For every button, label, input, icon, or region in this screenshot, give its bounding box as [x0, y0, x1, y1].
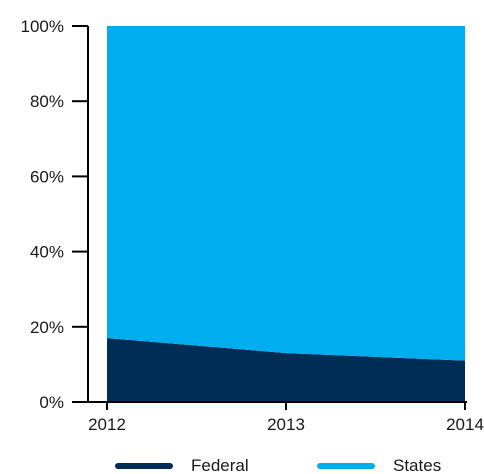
y-tick-label: 60%	[30, 167, 64, 186]
legend-label-states: States	[393, 456, 441, 474]
y-axis-ticks: 0% 20% 40% 60% 80% 100%	[21, 17, 88, 412]
area-federal	[107, 338, 465, 402]
area-states	[107, 26, 465, 361]
y-tick-label: 80%	[30, 92, 64, 111]
legend-label-federal: Federal	[191, 456, 249, 474]
legend: Federal States	[115, 456, 441, 474]
plot-area	[107, 26, 465, 402]
y-tick-label: 0%	[39, 393, 64, 412]
x-tick-label: 2012	[88, 415, 126, 434]
y-tick-label: 20%	[30, 318, 64, 337]
x-axis-ticks: 2012 2013 2014	[88, 402, 484, 434]
axes	[87, 26, 467, 403]
y-tick-label: 100%	[21, 17, 64, 36]
x-tick-label: 2014	[446, 415, 484, 434]
x-tick-label: 2013	[267, 415, 305, 434]
y-tick-label: 40%	[30, 243, 64, 262]
